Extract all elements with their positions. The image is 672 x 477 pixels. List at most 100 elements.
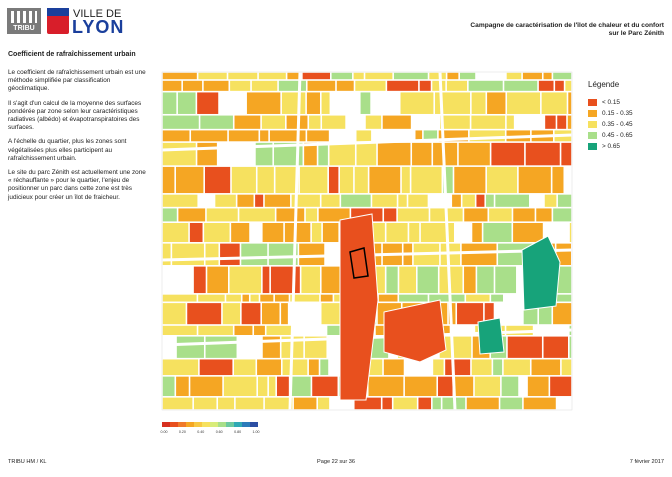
map-block <box>404 376 437 397</box>
map-block <box>162 115 199 129</box>
park <box>477 317 505 355</box>
legend-label: 0.45 - 0.65 <box>602 132 633 139</box>
scale-segment <box>218 422 226 427</box>
map-block <box>198 325 233 335</box>
map-block <box>471 92 486 114</box>
map-block <box>384 208 397 222</box>
map-block <box>561 359 572 376</box>
map-block <box>472 223 482 243</box>
map-block <box>484 303 494 325</box>
map-block <box>483 223 512 243</box>
map-block <box>269 130 306 142</box>
map-block <box>284 223 311 243</box>
legend-swatch <box>588 121 597 128</box>
legend-swatch <box>588 132 597 139</box>
map-block <box>378 294 398 302</box>
map-block <box>476 194 485 207</box>
legend-items: < 0.15 0.15 - 0.35 0.35 - 0.45 0.45 - 0.65 >… <box>588 97 633 152</box>
map-block <box>561 142 572 166</box>
map-block <box>254 325 265 335</box>
map-block <box>393 72 428 80</box>
map-block <box>354 397 381 410</box>
paragraph: Le site du parc Zénith est actuellement … <box>8 169 146 201</box>
map-block <box>544 194 557 207</box>
map-block <box>415 130 423 142</box>
scale-segment <box>170 422 178 427</box>
map-block <box>281 303 288 325</box>
map-block <box>356 130 372 142</box>
map-block <box>234 325 253 335</box>
section-title: Coefficient de rafraîchissement urbain <box>8 51 136 58</box>
map-block <box>353 72 364 80</box>
large-block <box>383 299 447 363</box>
map-block <box>204 223 230 243</box>
map-block <box>308 359 319 376</box>
map-block <box>339 166 354 194</box>
map-block <box>372 194 397 207</box>
map-block <box>276 376 289 397</box>
map-block <box>341 194 371 207</box>
scale-segment <box>162 422 170 427</box>
map-block <box>178 208 206 222</box>
park <box>521 235 561 311</box>
map-block <box>387 80 419 91</box>
scale-segment <box>242 422 250 427</box>
map-block <box>261 115 286 129</box>
map-block <box>486 166 518 194</box>
map-block <box>262 303 280 325</box>
map-block <box>553 72 572 80</box>
map-block <box>231 166 256 194</box>
map-block <box>162 142 196 166</box>
map-block <box>446 80 468 91</box>
map-block <box>246 92 281 114</box>
map-block <box>355 80 386 91</box>
map-block <box>541 92 567 114</box>
tribu-logo: TRIBU <box>7 8 41 34</box>
map-block <box>432 397 441 410</box>
map-block <box>322 115 346 129</box>
map-block <box>193 397 217 410</box>
scale-segment <box>210 422 218 427</box>
emblem-band <box>47 8 69 16</box>
map-block <box>255 194 264 207</box>
map-block <box>506 115 514 129</box>
map-block <box>489 208 512 222</box>
map-block <box>423 130 438 142</box>
map-block <box>200 115 233 129</box>
map-block <box>312 376 338 397</box>
map-block <box>190 376 223 397</box>
map-block <box>162 376 175 397</box>
map-block <box>438 376 453 397</box>
legend-label: > 0.65 <box>602 143 620 150</box>
map-block <box>435 92 471 114</box>
map-block <box>293 397 317 410</box>
map-block <box>176 376 189 397</box>
map-block <box>215 194 236 207</box>
map-block <box>251 80 278 91</box>
map-block <box>464 208 488 222</box>
map-block <box>287 72 302 80</box>
scale-label: 0.80 <box>234 430 241 434</box>
map-block <box>557 115 567 129</box>
map-block <box>522 72 542 80</box>
map-block <box>486 194 494 207</box>
map-block <box>336 80 354 91</box>
map-block <box>471 115 506 129</box>
map-block <box>242 294 249 302</box>
map-block <box>320 294 333 302</box>
scale-label: 0.00 <box>161 430 168 434</box>
map-block <box>527 376 549 397</box>
legend-title: Légende <box>588 80 620 89</box>
map-block <box>223 376 257 397</box>
map-frame <box>161 71 573 411</box>
map-block <box>281 92 306 114</box>
lyon-emblem <box>47 8 69 34</box>
map-block <box>569 223 572 243</box>
map-block <box>193 266 206 294</box>
legend-label: < 0.15 <box>602 99 620 106</box>
scale-label: 1.00 <box>253 430 260 434</box>
footer-left: TRIBU HM / KL <box>8 459 47 465</box>
map-block <box>320 359 329 376</box>
map-block <box>264 397 293 410</box>
